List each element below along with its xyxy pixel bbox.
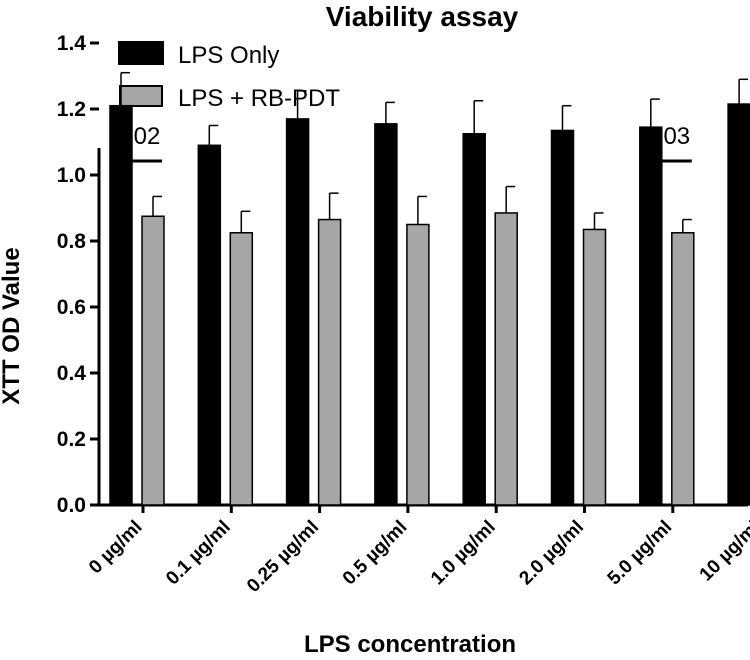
x-tick-label: 2.0 µg/ml: [515, 517, 588, 590]
bar: [727, 103, 750, 506]
y-tick-label: 0.8: [57, 230, 87, 253]
bar: [494, 212, 518, 506]
plot-area: 0.0 0.2 0.4 0.6 0.8 1.0 1.2 1.4 0 µg/ml 0.1 µg/ml…: [57, 32, 750, 597]
y-tick-label: 0.6: [57, 296, 86, 319]
bar: [550, 129, 575, 506]
x-tick-label: 0.1 µg/ml: [162, 517, 235, 590]
bar: [197, 144, 222, 506]
bar: [462, 133, 486, 506]
p-value-label: 0.02: [114, 123, 161, 150]
y-tick-label: 1.2: [57, 98, 86, 121]
x-tick-label: 0 µg/ml: [85, 517, 146, 578]
bar: [582, 228, 607, 506]
bar: [374, 123, 398, 506]
p-value-label: 0.03: [643, 123, 690, 150]
y-tick-label: 0.2: [57, 428, 86, 451]
y-axis-label: XTT OD Value: [0, 247, 25, 404]
legend-swatch-lps-only: [118, 41, 164, 65]
x-tick-label: 0.5 µg/ml: [339, 517, 412, 590]
legend-label-lps-rb-pdt: LPS + RB-PDT: [178, 85, 340, 112]
bar: [406, 223, 430, 506]
x-tick-label: 5.0 µg/ml: [604, 517, 677, 590]
bar: [317, 218, 342, 506]
x-tick-label: 0.25 µg/ml: [243, 517, 323, 597]
y-tick-label: 0.4: [57, 362, 87, 385]
bar: [639, 126, 663, 506]
y-tick-label: 1.4: [57, 32, 87, 55]
legend-label-lps-only: LPS Only: [178, 42, 279, 69]
y-tick-label: 0.0: [57, 494, 86, 517]
bar: [141, 215, 165, 506]
chart-title: Viability assay: [326, 1, 519, 32]
bar: [229, 232, 254, 506]
legend-swatch-lps-rb-pdt: [119, 85, 163, 107]
x-tick-label: 10 µg/ml: [696, 517, 750, 586]
bar: [109, 104, 133, 506]
x-axis-label: LPS concentration: [304, 631, 516, 658]
legend: LPS Only LPS + RB-PDT: [118, 41, 340, 112]
y-tick-label: 1.0: [57, 164, 86, 187]
bar: [285, 118, 310, 506]
x-tick-label: 1.0 µg/ml: [427, 517, 500, 590]
p-value-label: 0.04: [732, 123, 750, 150]
bar: [671, 232, 695, 506]
